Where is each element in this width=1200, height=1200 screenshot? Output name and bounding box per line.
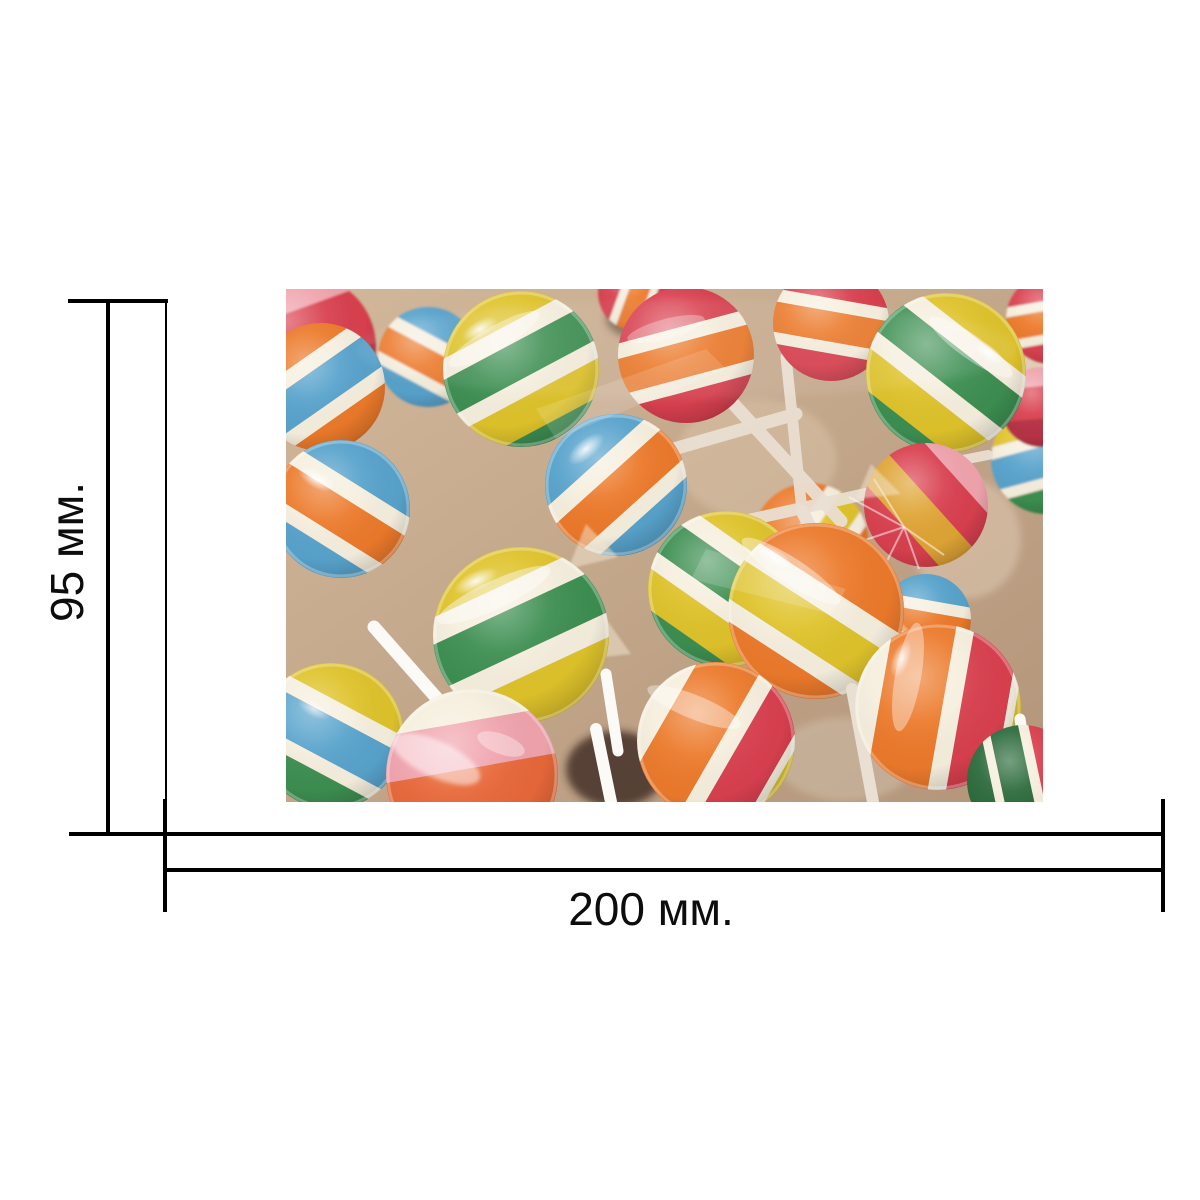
width-dimension-label: 200 мм. — [568, 883, 734, 935]
lollipops-photo — [286, 289, 1043, 802]
baseline — [69, 832, 1165, 836]
product-photo — [286, 289, 1043, 802]
height-dimension-label: 95 мм. — [41, 482, 93, 622]
width-left-cap — [163, 799, 167, 912]
height-top-tick — [68, 299, 168, 303]
width-right-cap — [1161, 799, 1165, 912]
height-extension-line — [165, 301, 167, 800]
width-dimension-line — [165, 868, 1165, 872]
candy-balls-front — [286, 504, 1043, 802]
height-dimension-line — [106, 299, 110, 836]
cellophane-highlights — [356, 299, 1016, 614]
